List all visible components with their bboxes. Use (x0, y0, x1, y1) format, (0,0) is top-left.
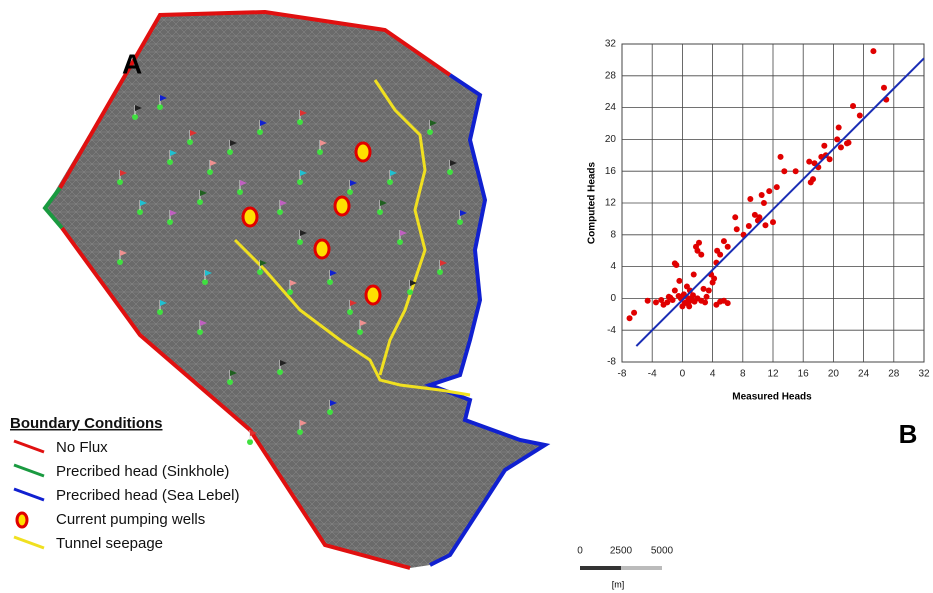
data-point (713, 302, 719, 308)
x-axis-label: Measured Heads (732, 392, 812, 403)
legend: Boundary Conditions No Flux Precribed he… (10, 415, 239, 552)
y-tick-label: 12 (605, 198, 617, 209)
scale-unit: [m] (612, 579, 625, 589)
legend-item: Tunnel seepage (56, 535, 163, 552)
x-tick-label: -4 (648, 369, 657, 380)
scale-bar: 0 2500 5000 [m] (577, 546, 673, 590)
x-tick-label: -8 (618, 369, 627, 380)
data-point (821, 143, 827, 149)
y-tick-label: -8 (607, 357, 616, 368)
data-point (693, 244, 699, 250)
x-tick-label: 8 (740, 369, 746, 380)
data-point (844, 140, 850, 146)
data-point (725, 244, 731, 250)
data-point (766, 188, 772, 194)
data-point (631, 310, 637, 316)
data-point (701, 286, 707, 292)
panel-label: A (122, 48, 142, 79)
data-point (761, 200, 767, 206)
data-point (850, 103, 856, 109)
data-point (881, 85, 887, 91)
y-tick-label: 0 (610, 293, 616, 304)
data-point (704, 294, 710, 300)
y-axis-label: Computed Heads (587, 161, 598, 244)
data-point (725, 300, 731, 306)
y-tick-label: 8 (610, 229, 616, 240)
x-tick-label: 16 (798, 369, 810, 380)
legend-item: Precribed head (Sea Lebel) (56, 487, 239, 504)
data-point (714, 248, 720, 254)
data-point (774, 184, 780, 190)
data-point (857, 113, 863, 119)
y-tick-label: 4 (610, 261, 616, 272)
data-point (684, 283, 690, 289)
mesh-map: A (45, 12, 545, 568)
x-tick-label: 28 (888, 369, 900, 380)
panel-label: B (899, 419, 918, 449)
data-point (806, 159, 812, 165)
data-point (690, 292, 696, 298)
legend-item: No Flux (56, 439, 108, 456)
y-tick-label: 32 (605, 39, 617, 50)
data-point (627, 315, 633, 321)
data-point (834, 136, 840, 142)
data-point (672, 287, 678, 293)
legend-item: Current pumping wells (56, 511, 205, 528)
legend-item: Precribed head (Sinkhole) (56, 463, 229, 480)
x-tick-label: 12 (767, 369, 779, 380)
data-point (691, 272, 697, 278)
figure: A Boundary Conditions No Flux Precribed … (0, 0, 933, 593)
scale-label: 0 (577, 546, 583, 557)
data-point (759, 192, 765, 198)
data-point (666, 294, 672, 300)
y-tick-label: 16 (605, 166, 617, 177)
data-point (793, 168, 799, 174)
data-point (658, 297, 664, 303)
y-tick-label: 20 (605, 134, 617, 145)
scale-label: 2500 (610, 546, 633, 557)
y-tick-label: -4 (607, 325, 616, 336)
data-point (752, 212, 758, 218)
x-tick-label: 24 (858, 369, 870, 380)
x-tick-label: 32 (918, 369, 930, 380)
data-point (653, 299, 659, 305)
data-point (770, 219, 776, 225)
data-point (870, 48, 876, 54)
legend-title: Boundary Conditions (10, 415, 163, 432)
data-point (734, 226, 740, 232)
data-point (746, 223, 752, 229)
data-point (781, 168, 787, 174)
y-tick-label: 28 (605, 70, 617, 81)
data-point (686, 303, 692, 309)
data-point (762, 222, 768, 228)
x-tick-label: 0 (680, 369, 686, 380)
data-point (808, 179, 814, 185)
data-point (747, 196, 753, 202)
data-point (676, 278, 682, 284)
y-tick-label: 24 (605, 102, 617, 113)
data-point (721, 238, 727, 244)
data-point (838, 144, 844, 150)
data-point (836, 124, 842, 130)
data-point (778, 154, 784, 160)
data-point (710, 280, 716, 286)
data-point (672, 260, 678, 266)
x-tick-label: 20 (828, 369, 840, 380)
data-point (732, 214, 738, 220)
x-tick-label: 4 (710, 369, 716, 380)
data-point (645, 298, 651, 304)
scale-label: 5000 (651, 546, 674, 557)
data-point (706, 287, 712, 293)
